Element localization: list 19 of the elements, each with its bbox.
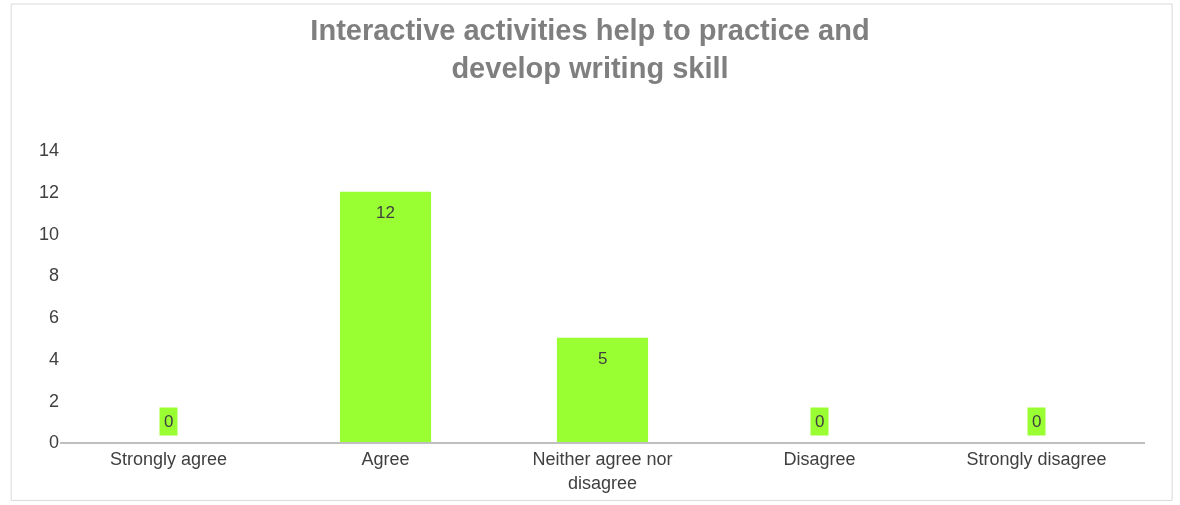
x-tick-label: Disagree xyxy=(783,449,856,470)
chart-title: Interactive activities help to practice and develop writing skill xyxy=(310,14,870,85)
data-label: 0 xyxy=(1032,412,1042,431)
x-tick-label: Strongly disagree xyxy=(966,449,1107,470)
x-tick-label: Agree xyxy=(361,449,410,470)
y-tick-label: 14 xyxy=(38,140,59,161)
y-tick-label: 4 xyxy=(48,348,59,369)
y-tick-label: 10 xyxy=(38,223,59,244)
y-tick-label: 8 xyxy=(48,265,59,286)
y-tick-label: 12 xyxy=(38,182,59,203)
y-tick-label: 2 xyxy=(48,390,59,411)
x-tick-label: Strongly agree xyxy=(109,449,228,470)
data-label: 0 xyxy=(164,412,174,431)
data-label: 12 xyxy=(376,203,395,222)
data-label: 0 xyxy=(815,412,825,431)
data-label: 5 xyxy=(598,349,608,368)
y-tick-label: 0 xyxy=(48,432,59,453)
x-tick-label: Neither agree nor disagree xyxy=(532,449,673,493)
y-tick-label: 6 xyxy=(48,307,59,328)
